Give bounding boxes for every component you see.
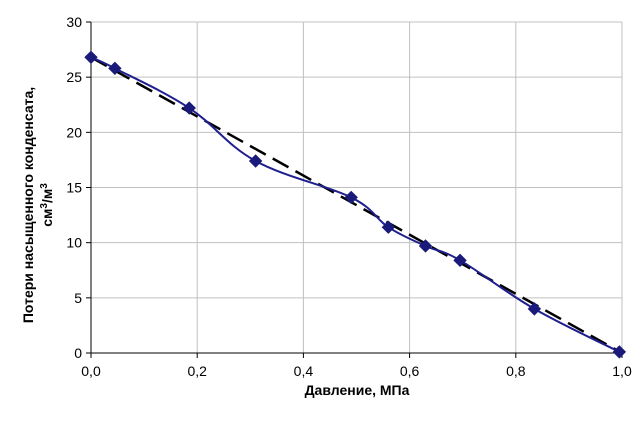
- grid: [86, 21, 623, 358]
- y-axis-title-line2: см3/м3: [39, 183, 56, 227]
- x-tick-label-0: 0,0: [81, 363, 101, 379]
- y-tick-label-2: 10: [66, 235, 82, 251]
- data-point-7: [453, 253, 467, 268]
- trendline: [90, 56, 623, 355]
- y-tick-label-6: 30: [66, 14, 82, 30]
- y-tick-label-0: 0: [74, 345, 82, 361]
- data-point-1: [108, 61, 122, 76]
- data-point-2: [182, 101, 196, 115]
- y-tick-label-1: 5: [74, 290, 82, 306]
- data-line: [90, 56, 620, 353]
- markers-group: [84, 50, 627, 359]
- y-axis-title: Потери насыщенного конденсата, см3/м3: [20, 87, 55, 323]
- data-point-0: [84, 50, 98, 65]
- x-tick-label-4: 0,8: [506, 363, 526, 379]
- x-tick-label-5: 1,0: [612, 363, 632, 379]
- data-point-3: [248, 154, 263, 168]
- y-tick-label-3: 15: [66, 180, 82, 196]
- data-point-4: [344, 190, 358, 205]
- data-point-8: [527, 302, 542, 316]
- data-point-9: [612, 345, 627, 359]
- data-point-6: [418, 239, 433, 253]
- data-point-5: [381, 220, 396, 234]
- x-tick-label-2: 0,4: [294, 363, 314, 379]
- y-axis-title-line1: Потери насыщенного конденсата,: [20, 87, 36, 323]
- y-tick-labels: 0 5 10 15 20 25 30: [66, 14, 82, 361]
- y-tick-label-5: 25: [66, 69, 82, 85]
- y-tick-label-4: 20: [66, 124, 82, 140]
- x-tick-label-3: 0,6: [400, 363, 420, 379]
- series-group: [90, 56, 620, 353]
- x-tick-labels: 0,0 0,2 0,4 0,6 0,8 1,0: [81, 363, 632, 379]
- trendline-group: [90, 56, 623, 355]
- x-tick-label-1: 0,2: [187, 363, 207, 379]
- x-axis-title: Давление, МПа: [305, 382, 410, 398]
